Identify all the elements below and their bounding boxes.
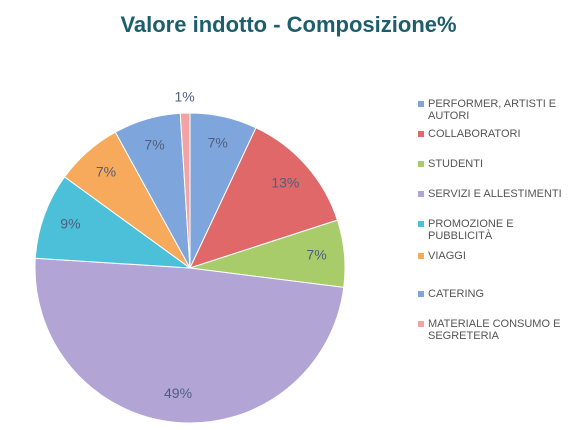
- legend-item: PROMOZIONE E PUBBLICITÀ: [418, 218, 573, 242]
- data-label: 49%: [164, 385, 192, 401]
- legend-swatch: [418, 191, 424, 197]
- pie-slice: [34, 257, 345, 424]
- legend-label: PERFORMER, ARTISTI E AUTORI: [428, 98, 557, 122]
- data-label: 7%: [306, 247, 326, 263]
- legend-swatch: [418, 321, 424, 327]
- legend-item: STUDENTI: [418, 158, 573, 170]
- data-label: 7%: [208, 135, 228, 151]
- data-label: 7%: [144, 137, 164, 153]
- legend-item: PERFORMER, ARTISTI E AUTORI: [418, 98, 573, 122]
- legend-swatch: [418, 253, 424, 259]
- legend-label: VIAGGI: [428, 250, 466, 262]
- data-label: 9%: [60, 216, 80, 232]
- legend-swatch: [418, 101, 424, 107]
- legend-item: SERVIZI E ALLESTIMENTI: [418, 188, 573, 200]
- legend-item: MATERIALE CONSUMO E SEGRETERIA: [418, 318, 573, 342]
- legend-swatch: [418, 161, 424, 167]
- legend-label: SERVIZI E ALLESTIMENTI: [428, 188, 562, 200]
- data-label: 13%: [271, 175, 299, 191]
- data-label: 7%: [96, 163, 116, 179]
- legend-item: VIAGGI: [418, 250, 573, 262]
- pie-slice: [34, 176, 192, 269]
- chart-title: Valore indotto - Composizione%: [120, 12, 457, 37]
- legend-item: CATERING: [418, 288, 573, 300]
- legend-swatch: [418, 131, 424, 137]
- legend-label: MATERIALE CONSUMO E SEGRETERIA: [428, 318, 561, 342]
- legend-label: STUDENTI: [428, 158, 483, 170]
- legend-swatch: [418, 291, 424, 297]
- legend-item: COLLABORATORI: [418, 128, 573, 140]
- legend-label: CATERING: [428, 288, 485, 300]
- pie-slice: [189, 127, 339, 269]
- legend-swatch: [418, 221, 424, 227]
- data-label: 1%: [175, 88, 195, 104]
- pie-slice: [179, 112, 191, 269]
- legend-label: COLLABORATORI: [428, 128, 521, 140]
- legend-label: PROMOZIONE E PUBBLICITÀ: [428, 218, 514, 242]
